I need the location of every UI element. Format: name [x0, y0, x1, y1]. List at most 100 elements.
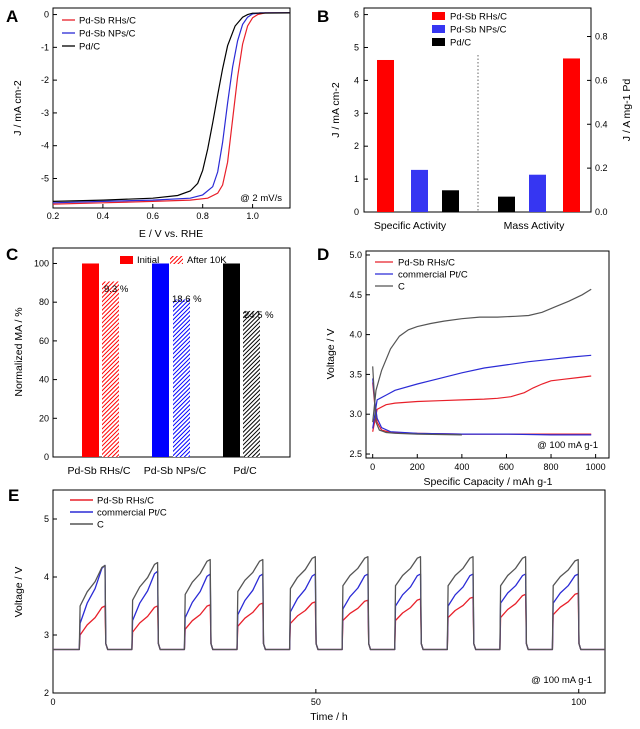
legend-label-d: C [398, 282, 405, 293]
y-tick-label-e: 3 [44, 630, 49, 640]
y-axis-label-d: Voltage / V [325, 329, 337, 380]
category-label-b: Mass Activity [504, 220, 565, 232]
y-axis-label-c: Normalized MA / % [13, 307, 25, 396]
x-tick-label-a: 0.8 [196, 211, 209, 221]
rate-annotation-d: @ 100 mA g-1 [537, 440, 598, 451]
panel-b: B 0 1 2 3 4 5 6 0.0 0.2 0.4 0.6 0.8 Specific Activit… [317, 7, 633, 232]
legend-label-d: commercial Pt/C [398, 270, 468, 281]
legend-label-a: Pd-Sb NPs/C [79, 29, 136, 40]
legend-swatch-b [432, 38, 445, 46]
y-tick-label-right-b: 0.4 [595, 119, 608, 129]
bar-specific-activity [442, 190, 459, 212]
x-tick-label-a: 1.0 [246, 211, 259, 221]
y-axis-left-label-b: J / mA cm-2 [330, 82, 342, 138]
charge-curve-d [372, 288, 592, 423]
y-tick-label-left-b: 4 [354, 75, 359, 85]
panel-d: D 0 200 400 600 800 1000 2.5 3.0 3.5 4.0 4.5 5.0 Pd… [317, 245, 610, 488]
bar-mass-activity [498, 196, 515, 212]
y-axis-label-e: Voltage / V [13, 567, 25, 618]
y-tick-label-left-b: 1 [354, 174, 359, 184]
bar-mass-activity [563, 58, 580, 212]
y-tick-label-right-b: 0.0 [595, 207, 608, 217]
x-tick-label-d: 800 [544, 462, 559, 472]
bar-initial [223, 263, 240, 457]
y-tick-label-c: 40 [39, 375, 49, 385]
x-axis-label-a: E / V vs. RHE [139, 228, 203, 240]
cycling-curve-e [53, 556, 605, 651]
x-tick-label-d: 1000 [586, 462, 606, 472]
y-tick-label-c: 100 [34, 258, 49, 268]
y-tick-label-c: 80 [39, 297, 49, 307]
y-tick-label-left-b: 2 [354, 141, 359, 151]
plot-frame-b [363, 7, 592, 213]
legend-label-e: C [97, 520, 104, 531]
y-tick-label-a: -2 [41, 75, 49, 85]
cycling-curve-e [53, 564, 605, 651]
legend-label-c: Initial [137, 255, 159, 266]
y-tick-label-a: 0 [44, 10, 49, 20]
category-label-c: Pd-Sb RHs/C [67, 465, 130, 477]
bar-after-10k [102, 281, 119, 457]
panel-a: A 0.2 0.4 0.6 0.8 1.0 0 -1 -2 -3 -4 -5 Pd-Sb RHs/C… [6, 7, 291, 240]
legend-label-e: Pd-Sb RHs/C [97, 496, 154, 507]
x-tick-label-a: 0.4 [97, 211, 110, 221]
plot-frame-e [52, 489, 606, 694]
y-tick-label-left-b: 6 [354, 10, 359, 20]
y-tick-label-a: -1 [41, 42, 49, 52]
series-line-a [52, 12, 290, 204]
legend-label-c: After 10K [187, 255, 227, 266]
panel-label-a: A [6, 7, 18, 26]
bar-specific-activity [377, 59, 394, 213]
charge-curve-d [372, 354, 592, 429]
x-tick-label-e: 50 [311, 697, 321, 707]
plot-frame-a [52, 7, 291, 209]
panel-label-e: E [8, 486, 19, 505]
bar-mass-activity [529, 174, 546, 212]
discharge-curve-d [372, 366, 462, 436]
x-axis-label-d: Specific Capacity / mAh g-1 [424, 476, 553, 488]
x-tick-label-d: 200 [410, 462, 425, 472]
legend-label-a: Pd-Sb RHs/C [79, 16, 136, 27]
plot-frame-d [365, 250, 610, 459]
y-tick-label-d: 4.0 [349, 330, 362, 340]
y-axis-right-label-b: J / A mg-1 Pd [621, 79, 633, 142]
charge-curve-d [372, 375, 592, 432]
panel-label-c: C [6, 245, 18, 264]
category-label-c: Pd/C [233, 465, 257, 477]
y-tick-label-left-b: 5 [354, 42, 359, 52]
discharge-curve-d [372, 378, 592, 436]
bar-initial [152, 263, 169, 457]
y-tick-label-a: -3 [41, 108, 49, 118]
plot-frame-c [52, 247, 291, 458]
y-tick-label-e: 2 [44, 688, 49, 698]
y-tick-label-right-b: 0.2 [595, 163, 608, 173]
degradation-label: 24.5 % [244, 310, 274, 321]
x-tick-label-a: 0.2 [47, 211, 60, 221]
degradation-label: 9.3 % [104, 284, 129, 295]
x-tick-label-a: 0.6 [147, 211, 160, 221]
series-line-a [52, 12, 291, 202]
x-tick-label-d: 0 [370, 462, 375, 472]
x-tick-label-e: 100 [571, 697, 586, 707]
legend-swatch-c [170, 256, 183, 264]
y-tick-label-left-b: 3 [354, 108, 359, 118]
panel-label-b: B [317, 7, 329, 26]
degradation-label: 18.6 % [172, 294, 202, 305]
bar-after-10k [243, 310, 260, 457]
y-tick-label-right-b: 0.8 [595, 32, 608, 42]
legend-swatch-c [120, 256, 133, 264]
y-axis-label-a: J / mA cm-2 [12, 80, 24, 136]
y-tick-label-d: 2.5 [349, 449, 362, 459]
legend-swatch-b [432, 12, 445, 20]
y-tick-label-a: -4 [41, 141, 49, 151]
bar-after-10k [173, 299, 190, 457]
legend-swatch-b [432, 25, 445, 33]
y-tick-label-left-b: 0 [354, 207, 359, 217]
legend-label-a: Pd/C [79, 42, 100, 53]
y-tick-label-right-b: 0.6 [595, 75, 608, 85]
discharge-curve-d [372, 382, 592, 435]
panel-c: C 0 20 40 60 80 100 Pd-Sb RHs/C Pd-Sb NPs/C Pd/C… [6, 245, 291, 477]
category-label-b: Specific Activity [374, 220, 447, 232]
